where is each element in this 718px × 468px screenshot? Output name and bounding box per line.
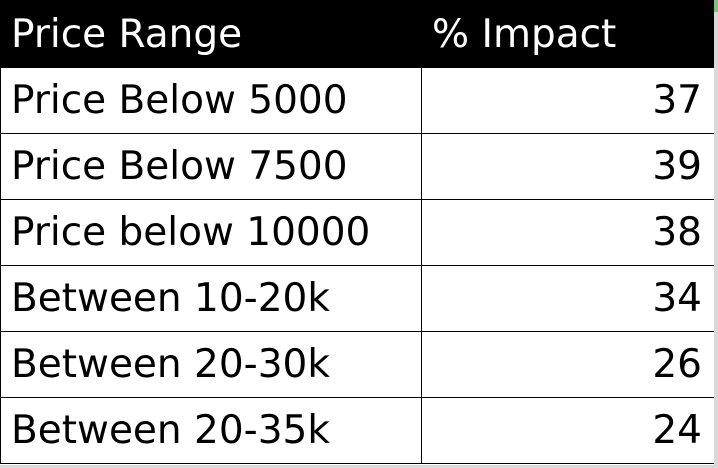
table-row: Between 20-35k 24 [0, 397, 715, 464]
table-row: Between 10-20k 34 [0, 265, 715, 332]
cell-impact[interactable]: 34 [421, 265, 715, 332]
cell-impact[interactable]: 38 [421, 199, 715, 266]
cell-impact[interactable]: 39 [421, 133, 715, 200]
header-cell-price-range[interactable]: Price Range [0, 0, 422, 68]
cell-price-range[interactable]: Between 20-35k [0, 397, 422, 464]
selection-marker [714, 0, 718, 12]
cell-impact[interactable]: 26 [421, 331, 715, 398]
header-cell-impact[interactable]: % Impact [421, 0, 715, 68]
table-row: Price below 10000 38 [0, 199, 715, 266]
table-row: Price Below 7500 39 [0, 133, 715, 200]
cell-price-range[interactable]: Price below 10000 [0, 199, 422, 266]
sheet-edge-right [714, 0, 718, 468]
table-row: Price Below 5000 37 [0, 67, 715, 134]
table-row: Between 20-30k 26 [0, 331, 715, 398]
cell-price-range[interactable]: Price Below 5000 [0, 67, 422, 134]
cell-impact[interactable]: 37 [421, 67, 715, 134]
header-row: Price Range % Impact [0, 0, 715, 68]
cell-price-range[interactable]: Between 20-30k [0, 331, 422, 398]
cell-price-range[interactable]: Between 10-20k [0, 265, 422, 332]
sheet-edge-bottom [0, 465, 714, 468]
cell-price-range[interactable]: Price Below 7500 [0, 133, 422, 200]
cell-impact[interactable]: 24 [421, 397, 715, 464]
